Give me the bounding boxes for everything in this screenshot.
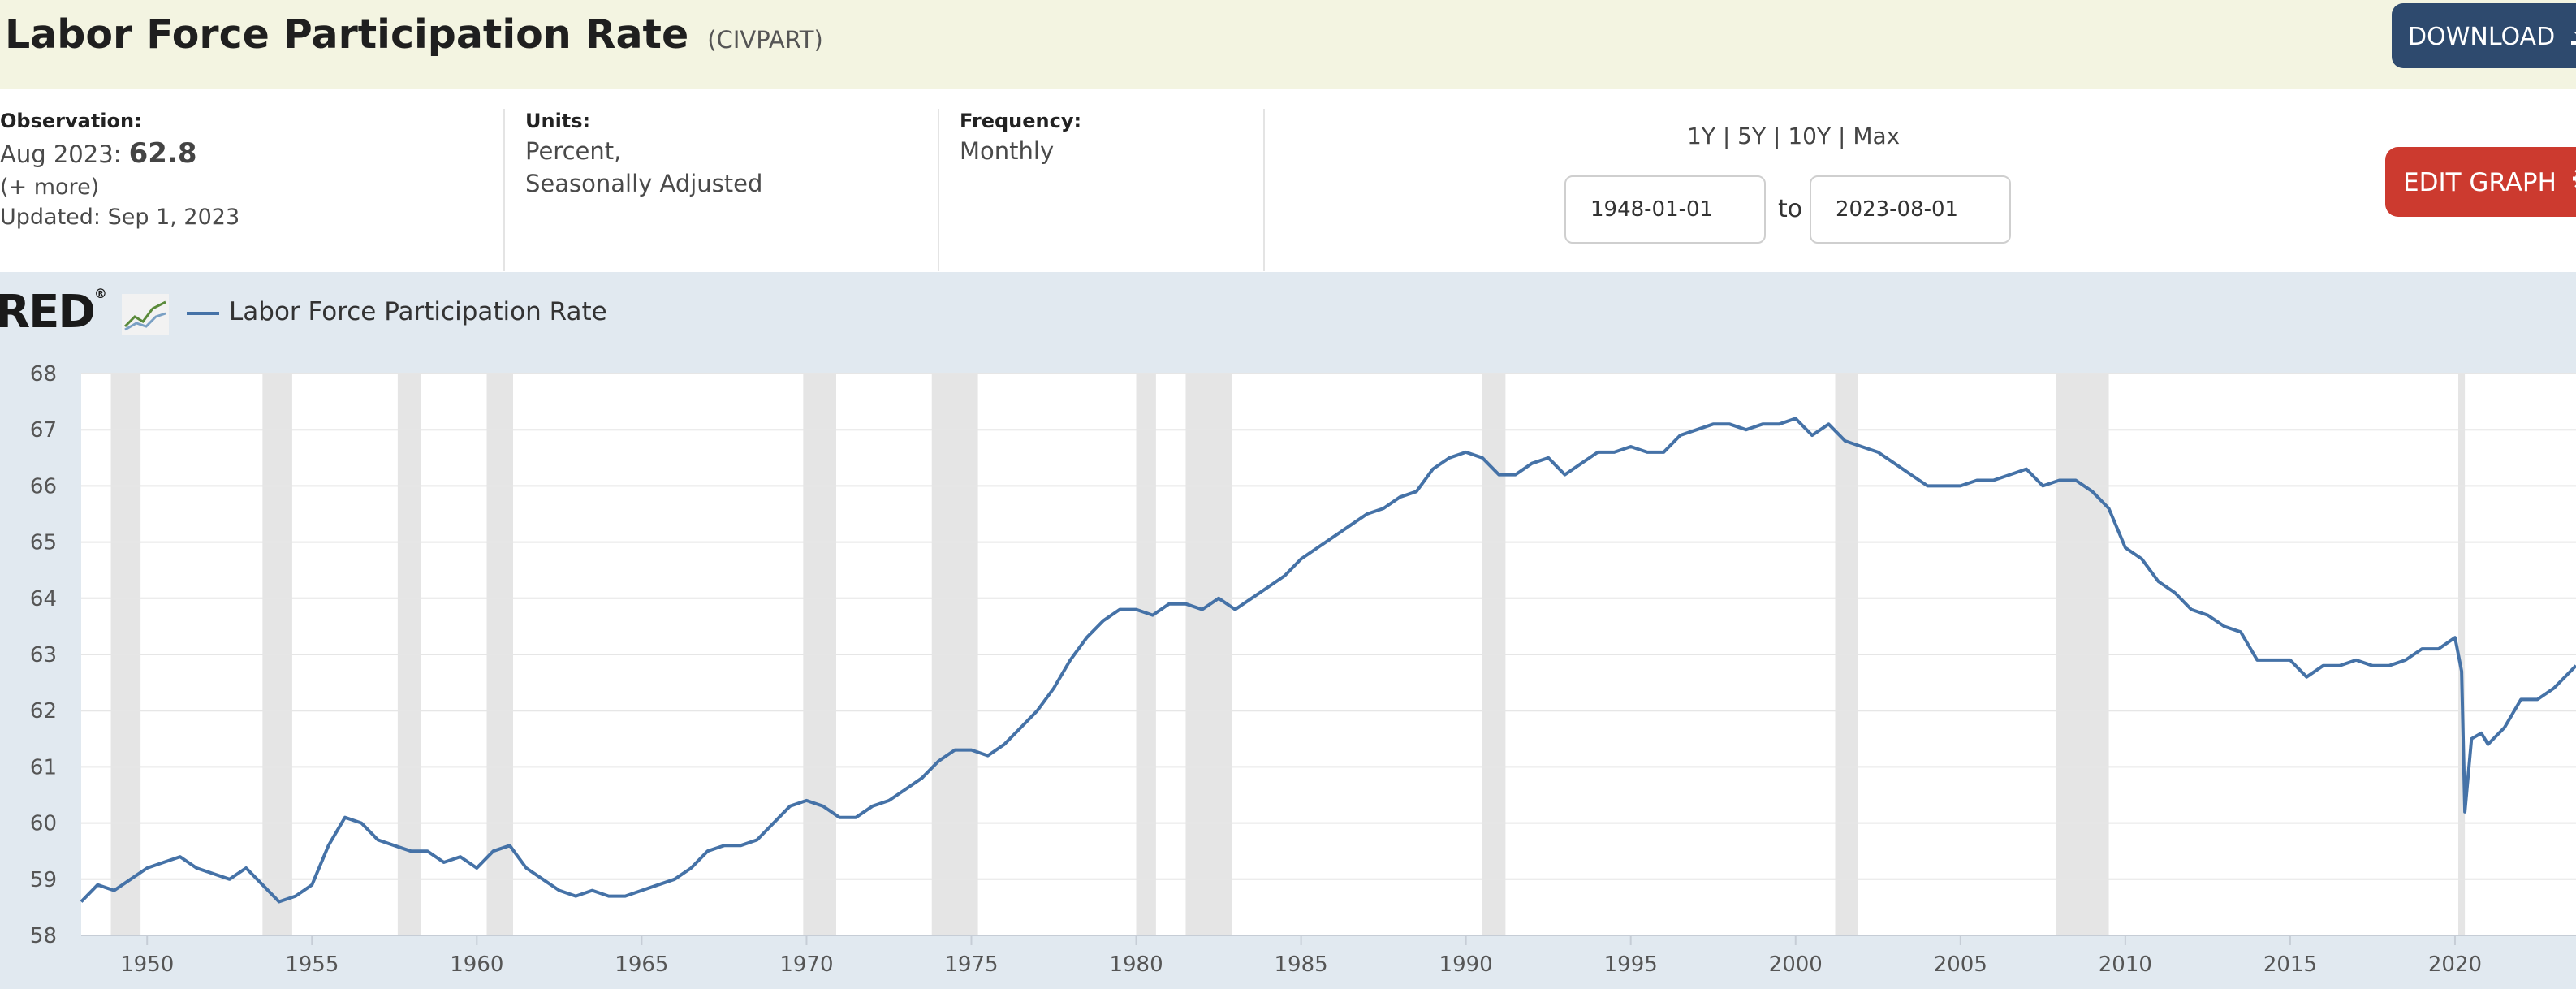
fred-logo-reg: ® bbox=[93, 286, 107, 301]
range-separator: | bbox=[1773, 123, 1781, 149]
fred-logo-text: RED bbox=[0, 286, 96, 339]
x-tick-label: 1965 bbox=[615, 952, 668, 977]
y-tick-label: 59 bbox=[30, 868, 57, 892]
y-axis: 58 59 60 61 62 63 64 65 66 67 68 bbox=[30, 362, 57, 948]
gear-icon bbox=[2572, 147, 2576, 217]
frequency-value: Monthly bbox=[960, 137, 1055, 165]
observation-line: Aug 2023: 62.8 bbox=[0, 137, 239, 170]
frequency-label: Frequency: bbox=[960, 110, 1082, 132]
units-line-1: Percent, bbox=[525, 137, 622, 165]
series-id: (CIVPART) bbox=[707, 26, 823, 54]
download-label: DOWNLOAD bbox=[2408, 23, 2556, 51]
units-label: Units: bbox=[525, 110, 591, 132]
x-tick-label: 1980 bbox=[1109, 952, 1163, 977]
to-label: to bbox=[1778, 195, 1803, 223]
x-tick-label: 1960 bbox=[450, 952, 503, 977]
divider bbox=[503, 109, 505, 271]
x-tick-label: 1995 bbox=[1604, 952, 1658, 977]
range-separator: | bbox=[1722, 123, 1731, 149]
x-axis: 1950 1955 1960 1965 1970 1975 1980 1985 1990 1995… bbox=[120, 935, 2482, 977]
x-tick-label: 1985 bbox=[1275, 952, 1328, 977]
y-tick-label: 62 bbox=[30, 699, 57, 723]
x-tick-label: 2020 bbox=[2428, 952, 2482, 977]
y-tick-label: 60 bbox=[30, 812, 57, 836]
y-tick-label: 67 bbox=[30, 418, 57, 443]
edit-graph-button[interactable]: EDIT GRAPH bbox=[2385, 147, 2576, 217]
legend-swatch bbox=[187, 312, 219, 315]
range-max[interactable]: Max bbox=[1853, 123, 1901, 149]
series-layer bbox=[80, 417, 2576, 904]
y-tick-label: 64 bbox=[30, 587, 57, 611]
x-tick-label: 1970 bbox=[779, 952, 833, 977]
legend-label: Labor Force Participation Rate bbox=[229, 297, 607, 326]
fred-logo: RED® bbox=[0, 286, 107, 339]
more-link[interactable]: (+ more) bbox=[0, 175, 100, 200]
y-tick-label: 68 bbox=[30, 362, 57, 387]
x-tick-label: 2005 bbox=[1934, 952, 1987, 977]
x-tick-label: 2000 bbox=[1769, 952, 1823, 977]
x-tick-label: 2010 bbox=[2099, 952, 2152, 977]
observation-value: 62.8 bbox=[128, 137, 197, 170]
x-tick-label: 1950 bbox=[120, 952, 174, 977]
divider bbox=[938, 109, 939, 271]
end-date-input[interactable]: 2023-08-01 bbox=[1810, 175, 2011, 244]
x-tick-label: 1955 bbox=[285, 952, 339, 977]
x-tick-label: 1990 bbox=[1439, 952, 1493, 977]
fred-chart-icon bbox=[122, 294, 169, 335]
y-tick-label: 58 bbox=[30, 924, 57, 948]
download-icon bbox=[2570, 3, 2576, 68]
updated-date: Updated: Sep 1, 2023 bbox=[0, 205, 240, 230]
x-tick-label: 1975 bbox=[944, 952, 998, 977]
x-tick-label: 2015 bbox=[2263, 952, 2317, 977]
page-title: Labor Force Participation Rate (CIVPART) bbox=[5, 11, 823, 58]
start-date-input[interactable]: 1948-01-01 bbox=[1564, 175, 1766, 244]
range-1y[interactable]: 1Y bbox=[1687, 123, 1715, 149]
download-button[interactable]: DOWNLOAD bbox=[2392, 3, 2576, 68]
observation-date: Aug 2023: bbox=[0, 140, 122, 168]
divider bbox=[1263, 109, 1265, 271]
y-tick-label: 63 bbox=[30, 643, 57, 667]
observation-label: Observation: bbox=[0, 110, 142, 132]
observation-block: Observation: Aug 2023: 62.8 (+ more) Upd… bbox=[0, 110, 239, 230]
units-block: Units: Percent, Seasonally Adjusted bbox=[525, 110, 762, 197]
series-title: Labor Force Participation Rate bbox=[5, 11, 689, 58]
y-tick-label: 66 bbox=[30, 474, 57, 499]
frequency-block: Frequency: Monthly bbox=[960, 110, 1081, 165]
range-5y[interactable]: 5Y bbox=[1737, 123, 1767, 149]
units-line-2: Seasonally Adjusted bbox=[525, 170, 763, 197]
series-line bbox=[80, 417, 2576, 904]
header-bar: Labor Force Participation Rate (CIVPART)… bbox=[0, 0, 2576, 89]
edit-graph-label: EDIT GRAPH bbox=[2403, 168, 2557, 197]
range-10y[interactable]: 10Y bbox=[1788, 123, 1832, 149]
y-tick-label: 61 bbox=[30, 755, 57, 780]
range-separator: | bbox=[1837, 123, 1846, 149]
y-tick-label: 65 bbox=[30, 531, 57, 555]
range-selector: 1Y | 5Y | 10Y | Max bbox=[1687, 123, 1900, 149]
